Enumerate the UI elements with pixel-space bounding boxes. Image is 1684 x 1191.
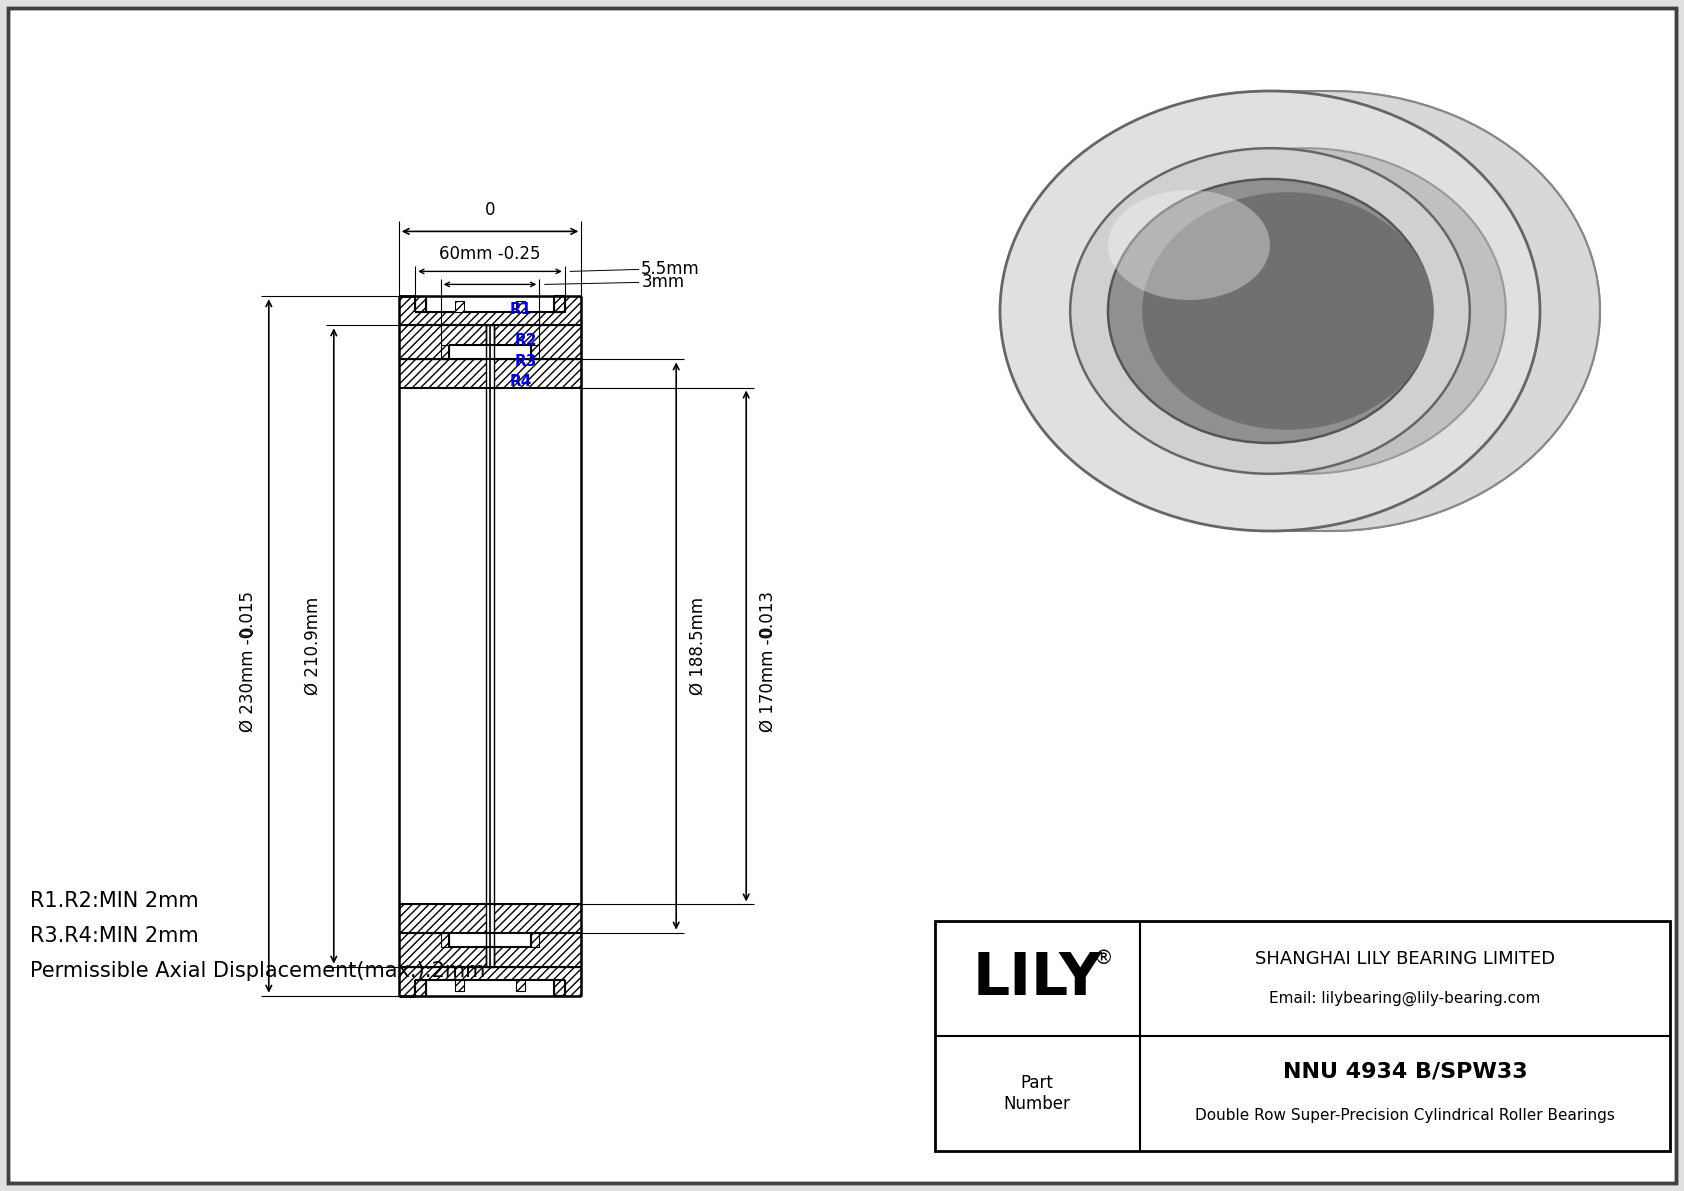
- Ellipse shape: [1059, 91, 1600, 531]
- Bar: [515, 980, 525, 991]
- Text: LILY: LILY: [972, 950, 1101, 1008]
- Text: Email: lilybearing@lily-bearing.com: Email: lilybearing@lily-bearing.com: [1270, 991, 1541, 1006]
- Text: Permissible Axial Displacement(max.):2mm: Permissible Axial Displacement(max.):2mm: [30, 961, 485, 981]
- Ellipse shape: [1108, 191, 1270, 300]
- Bar: [515, 301, 525, 312]
- Text: Ø 210.9mm: Ø 210.9mm: [303, 597, 322, 696]
- Bar: [441, 933, 450, 947]
- Bar: [450, 933, 530, 947]
- Ellipse shape: [1071, 148, 1470, 474]
- Text: R1.R2:MIN 2mm: R1.R2:MIN 2mm: [30, 891, 199, 911]
- Text: Ø 170mm -0.013: Ø 170mm -0.013: [758, 591, 776, 731]
- Bar: [455, 301, 465, 312]
- Text: Ø 230mm -0.015: Ø 230mm -0.015: [239, 591, 256, 731]
- Polygon shape: [1270, 91, 1600, 531]
- Bar: [399, 297, 581, 325]
- Text: R2: R2: [514, 333, 537, 349]
- Bar: [399, 933, 487, 967]
- Ellipse shape: [1142, 192, 1433, 430]
- Bar: [426, 980, 554, 996]
- Bar: [493, 933, 581, 967]
- Text: 5.5mm: 5.5mm: [642, 261, 701, 279]
- Bar: [554, 980, 564, 996]
- Ellipse shape: [1000, 91, 1539, 531]
- Ellipse shape: [1106, 148, 1505, 474]
- Bar: [530, 345, 539, 360]
- Text: R4: R4: [509, 374, 532, 389]
- Bar: [493, 325, 581, 360]
- Text: R1: R1: [509, 303, 532, 318]
- Bar: [426, 297, 554, 312]
- Bar: [399, 967, 581, 996]
- Text: Double Row Super-Precision Cylindrical Roller Bearings: Double Row Super-Precision Cylindrical R…: [1196, 1108, 1615, 1123]
- Bar: [441, 345, 450, 360]
- Text: Part
Number: Part Number: [1004, 1074, 1071, 1112]
- Text: 60mm -0.25: 60mm -0.25: [440, 245, 541, 263]
- Bar: [935, 921, 1671, 1151]
- Text: NNU 4934 B/SPW33: NNU 4934 B/SPW33: [1283, 1061, 1527, 1081]
- Text: 0: 0: [239, 625, 256, 636]
- Text: R3.R4:MIN 2mm: R3.R4:MIN 2mm: [30, 925, 199, 946]
- Bar: [416, 297, 426, 312]
- Bar: [530, 933, 539, 947]
- Text: 3mm: 3mm: [642, 274, 684, 292]
- Bar: [399, 904, 581, 933]
- Text: 0: 0: [485, 201, 495, 219]
- Bar: [487, 325, 493, 967]
- Text: SHANGHAI LILY BEARING LIMITED: SHANGHAI LILY BEARING LIMITED: [1255, 949, 1554, 967]
- Text: ®: ®: [1093, 949, 1113, 968]
- Bar: [416, 980, 426, 996]
- Text: 0: 0: [758, 625, 776, 636]
- Ellipse shape: [1108, 179, 1431, 443]
- Bar: [455, 980, 465, 991]
- Bar: [399, 325, 487, 360]
- Text: R3: R3: [514, 355, 537, 369]
- Bar: [450, 345, 530, 360]
- Bar: [399, 360, 581, 387]
- Bar: [554, 297, 564, 312]
- Text: Ø 188.5mm: Ø 188.5mm: [689, 597, 706, 696]
- Bar: [399, 387, 581, 904]
